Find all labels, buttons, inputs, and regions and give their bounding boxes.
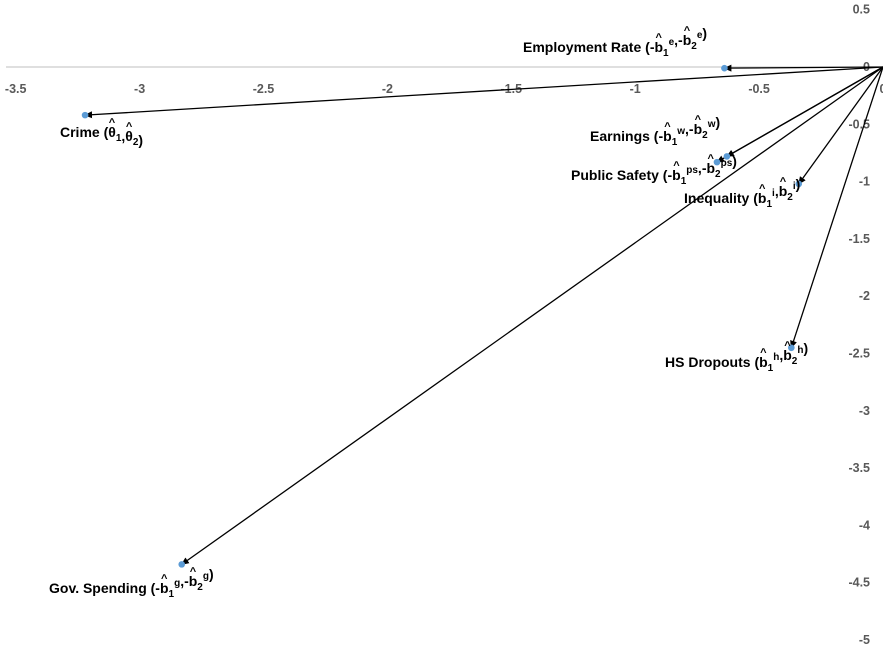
arrows-layer bbox=[84, 64, 883, 565]
point-label: Earnings (-b1w,-b2w) bbox=[590, 114, 720, 148]
hat-mark: ^ bbox=[780, 176, 787, 188]
hat-mark: ^ bbox=[673, 160, 680, 172]
y-tick-label: -2 bbox=[859, 289, 870, 303]
hat-mark: ^ bbox=[784, 340, 791, 352]
hat-mark: ^ bbox=[708, 153, 715, 165]
y-tick-label: -5 bbox=[859, 633, 870, 647]
hat-mark: ^ bbox=[190, 566, 197, 578]
x-tick-label: 0 bbox=[880, 82, 883, 96]
data-point bbox=[795, 180, 803, 188]
y-tick-label: -1.5 bbox=[848, 232, 870, 246]
point-label: HS Dropouts (b1h,b2h) bbox=[665, 340, 808, 374]
point-label: Public Safety (-b1ps,-b2ps) bbox=[571, 153, 737, 187]
y-tick-label: -2.5 bbox=[848, 347, 870, 361]
data-point bbox=[723, 153, 731, 160]
hat-mark: ^ bbox=[760, 347, 767, 359]
data-point bbox=[721, 64, 728, 72]
data-point bbox=[81, 111, 89, 119]
point-label: Inequality (b1i,b2i) bbox=[684, 176, 800, 210]
data-point bbox=[788, 344, 795, 352]
arrow-0 bbox=[723, 64, 883, 72]
y-tick-label: -4.5 bbox=[848, 576, 870, 590]
hat-mark: ^ bbox=[759, 183, 766, 195]
y-tick-label: -3 bbox=[859, 404, 870, 418]
y-tick-label: -1 bbox=[859, 175, 870, 189]
x-tick-label: -1 bbox=[630, 82, 641, 96]
y-tick-label: -4 bbox=[859, 518, 870, 532]
point-label: Crime (θ1,θ2) bbox=[60, 124, 143, 148]
y-tick-label: 0.5 bbox=[853, 3, 870, 17]
data-point bbox=[713, 158, 721, 166]
hat-mark: ^ bbox=[161, 573, 168, 585]
axes-layer: -3.5-3-2.5-2-1.5-1-0.500.50-0.5-1-1.5-2-… bbox=[5, 3, 883, 647]
arrow-3 bbox=[716, 66, 883, 163]
hat-mark: ^ bbox=[126, 121, 133, 133]
point-label: Gov. Spending (-b1g,-b2g) bbox=[49, 566, 214, 600]
hat-mark: ^ bbox=[664, 121, 671, 133]
hat-mark: ^ bbox=[684, 25, 691, 37]
hat-mark: ^ bbox=[109, 117, 116, 129]
x-tick-label: -2.5 bbox=[253, 82, 275, 96]
arrow-5 bbox=[790, 66, 883, 349]
y-tick-label: -0.5 bbox=[848, 117, 870, 131]
arrow-1 bbox=[84, 66, 883, 119]
x-tick-label: -3.5 bbox=[5, 82, 27, 96]
hat-mark: ^ bbox=[656, 32, 663, 44]
labels-layer: Employment Rate (-b1e,-b2e) Crime (θ1,θ2)… bbox=[49, 25, 808, 600]
points-layer bbox=[81, 64, 803, 568]
x-tick-label: -3 bbox=[134, 82, 145, 96]
x-tick-label: -0.5 bbox=[748, 82, 770, 96]
y-tick-label: -3.5 bbox=[848, 461, 870, 475]
arrow-4 bbox=[798, 66, 883, 185]
x-tick-label: -2 bbox=[382, 82, 393, 96]
data-point bbox=[178, 561, 186, 568]
point-label: Employment Rate (-b1e,-b2e) bbox=[523, 25, 707, 59]
hat-mark: ^ bbox=[695, 114, 702, 126]
arrow-6 bbox=[180, 66, 883, 565]
